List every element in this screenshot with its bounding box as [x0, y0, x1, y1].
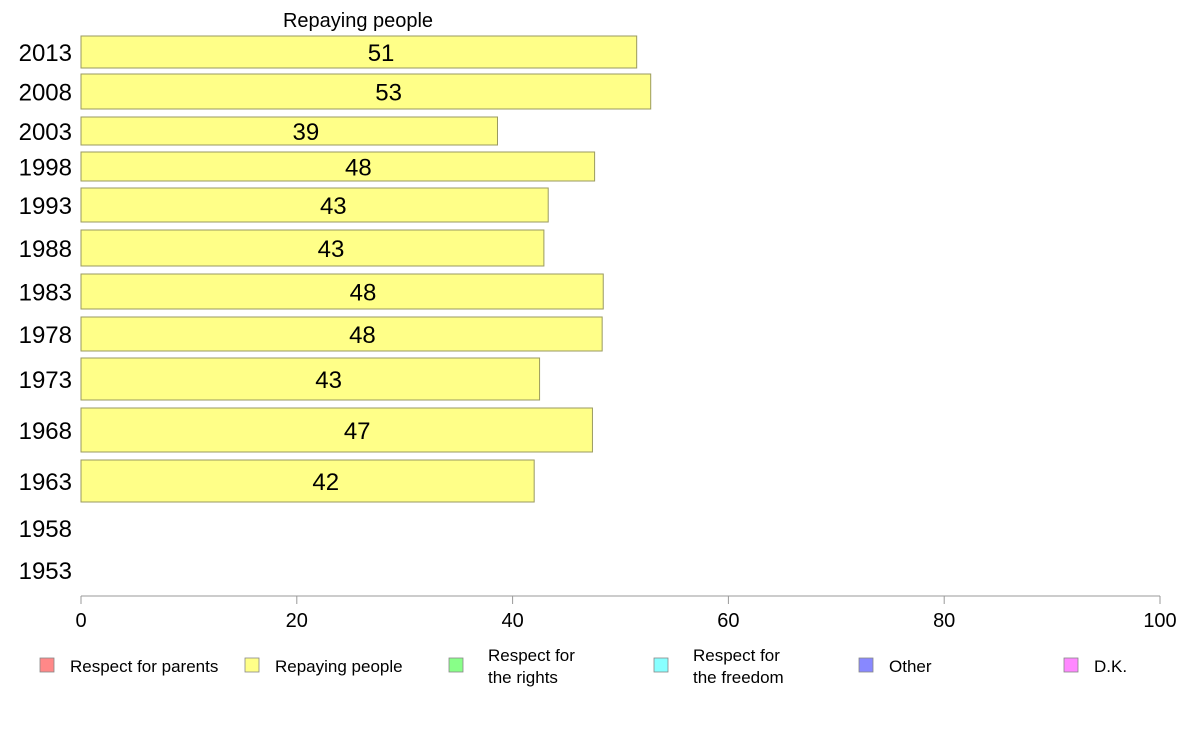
y-tick-label: 1968 [19, 418, 72, 445]
y-tick-label: 2003 [19, 119, 72, 146]
data-label: 43 [315, 367, 342, 394]
data-label: 43 [320, 193, 347, 220]
y-tick-label: 1953 [19, 558, 72, 585]
data-label: 48 [349, 322, 376, 349]
legend-swatch [448, 657, 464, 673]
x-axis: 0 20 40 60 80 100 [75, 595, 1177, 632]
bar [80, 229, 545, 267]
x-tick-label: 80 [933, 610, 955, 632]
x-tick-label: 20 [286, 610, 308, 632]
y-tick-label: 1958 [19, 516, 72, 543]
y-tick-label: 1983 [19, 280, 72, 307]
y-tick-label: 1988 [19, 236, 72, 263]
bar [80, 273, 604, 310]
data-label: 47 [344, 418, 371, 445]
legend-label: D.K. [1094, 657, 1127, 676]
x-tick-label: 0 [75, 610, 86, 632]
bar [80, 35, 638, 69]
y-tick-label: 1963 [19, 469, 72, 496]
legend-swatch [858, 657, 874, 673]
bar [80, 151, 596, 182]
legend-swatch [653, 657, 669, 673]
bar [80, 116, 498, 146]
data-label: 43 [318, 236, 345, 263]
bar [80, 316, 603, 352]
y-tick-label: 1993 [19, 193, 72, 220]
bar [80, 407, 593, 453]
legend-swatch [244, 657, 260, 673]
chart-title: Repaying people [283, 10, 433, 32]
legend: Respect for parents Repaying people Respec… [39, 646, 1127, 687]
legend-swatch [39, 657, 55, 673]
bar-layer: 2013 51 2008 53 2003 39 1998 48 1993 43 1988 43 1983… [19, 35, 652, 585]
data-label: 51 [368, 40, 395, 67]
legend-label: Respect for [693, 646, 780, 665]
legend-swatch [1063, 657, 1079, 673]
data-label: 42 [312, 469, 339, 496]
y-tick-label: 2008 [19, 80, 72, 107]
y-tick-label: 2013 [19, 40, 72, 67]
data-label: 39 [293, 119, 320, 146]
legend-label: Respect for [488, 646, 575, 665]
y-tick-label: 1973 [19, 367, 72, 394]
legend-label: the freedom [693, 668, 784, 687]
y-tick-label: 1978 [19, 322, 72, 349]
legend-label: Other [889, 657, 932, 676]
bar [80, 73, 652, 110]
data-label: 48 [345, 155, 372, 182]
x-tick-label: 100 [1143, 610, 1176, 632]
bar [80, 187, 549, 223]
legend-label: the rights [488, 668, 558, 687]
data-label: 48 [350, 280, 377, 307]
data-label: 53 [375, 80, 402, 107]
bar [80, 459, 535, 503]
x-tick-label: 60 [717, 610, 739, 632]
y-tick-label: 1998 [19, 155, 72, 182]
legend-label: Respect for parents [70, 657, 218, 676]
bar [80, 357, 541, 401]
x-tick-label: 40 [501, 610, 523, 632]
legend-label: Repaying people [275, 657, 403, 676]
